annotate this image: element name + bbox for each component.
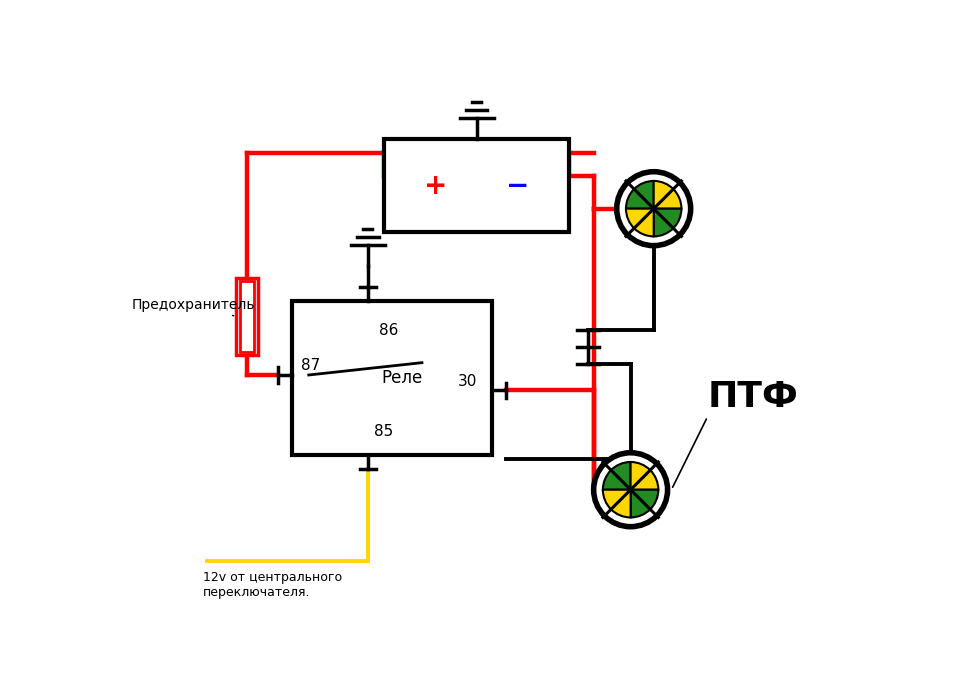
Wedge shape <box>654 209 682 236</box>
Text: Предохранитель: Предохранитель <box>132 298 255 316</box>
Text: +: + <box>424 172 447 200</box>
Text: 85: 85 <box>374 425 394 439</box>
Bar <box>384 139 569 231</box>
Text: 30: 30 <box>457 374 477 389</box>
Text: 87: 87 <box>301 358 321 374</box>
Bar <box>236 278 258 355</box>
Text: ПТФ: ПТФ <box>708 380 799 414</box>
Wedge shape <box>631 462 659 490</box>
Wedge shape <box>603 490 631 518</box>
Bar <box>292 301 492 455</box>
Text: 12v от центрального
переключателя.: 12v от центрального переключателя. <box>204 570 343 599</box>
Wedge shape <box>626 181 654 209</box>
Wedge shape <box>654 181 682 209</box>
Wedge shape <box>626 209 654 236</box>
Wedge shape <box>603 462 631 490</box>
Wedge shape <box>631 490 659 518</box>
Text: −: − <box>506 172 529 200</box>
Circle shape <box>616 172 690 245</box>
Bar <box>240 281 254 351</box>
Circle shape <box>593 453 667 527</box>
Text: Реле: Реле <box>381 369 422 387</box>
Text: 86: 86 <box>379 323 398 337</box>
